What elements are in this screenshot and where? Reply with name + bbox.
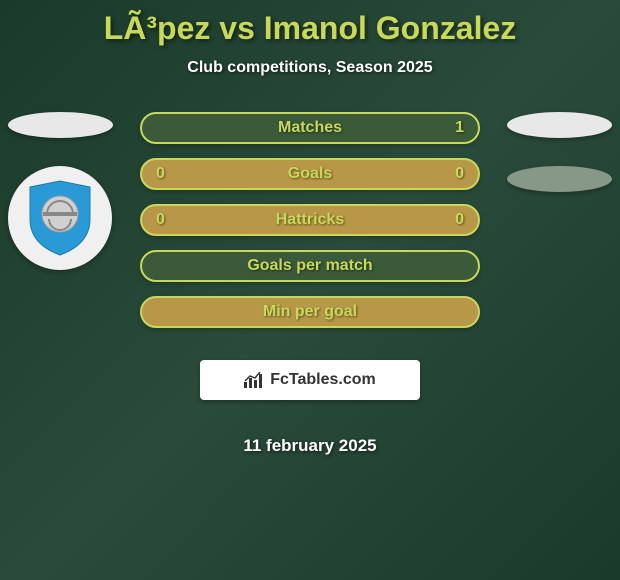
page-subtitle: Club competitions, Season 2025: [0, 59, 620, 77]
stat-label: Min per goal: [176, 303, 444, 321]
stat-row-matches: Matches 1: [140, 112, 480, 144]
stat-label: Goals: [176, 165, 444, 183]
stat-row-goals-per-match: Goals per match: [140, 250, 480, 282]
stat-value-left: 0: [156, 165, 176, 183]
stat-value-right: 0: [444, 165, 464, 183]
watermark-text: FcTables.com: [270, 371, 376, 389]
stat-value-right: 0: [444, 211, 464, 229]
shield-icon: [25, 179, 95, 257]
team-badge-placeholder: [507, 166, 612, 192]
watermark[interactable]: FcTables.com: [200, 360, 420, 400]
stat-value-left: 0: [156, 211, 176, 229]
left-player-badges: [8, 112, 113, 270]
player-photo-placeholder: [507, 112, 612, 138]
chart-icon: [244, 372, 264, 388]
stat-label: Goals per match: [176, 257, 444, 275]
player-photo-placeholder: [8, 112, 113, 138]
stats-column: Matches 1 0 Goals 0 0 Hattricks 0 Goals …: [140, 112, 480, 456]
player-comparison-card: LÃ³pez vs Imanol Gonzalez Club competiti…: [0, 0, 620, 466]
stat-row-min-per-goal: Min per goal: [140, 296, 480, 328]
stat-row-hattricks: 0 Hattricks 0: [140, 204, 480, 236]
right-player-badges: [507, 112, 612, 220]
stat-label: Matches: [176, 119, 444, 137]
team-crest-left: [8, 166, 112, 270]
page-title: LÃ³pez vs Imanol Gonzalez: [0, 10, 620, 47]
stat-row-goals: 0 Goals 0: [140, 158, 480, 190]
stat-value-right: 1: [444, 119, 464, 137]
stat-label: Hattricks: [176, 211, 444, 229]
date-label: 11 february 2025: [140, 436, 480, 456]
content-area: Matches 1 0 Goals 0 0 Hattricks 0 Goals …: [0, 112, 620, 456]
